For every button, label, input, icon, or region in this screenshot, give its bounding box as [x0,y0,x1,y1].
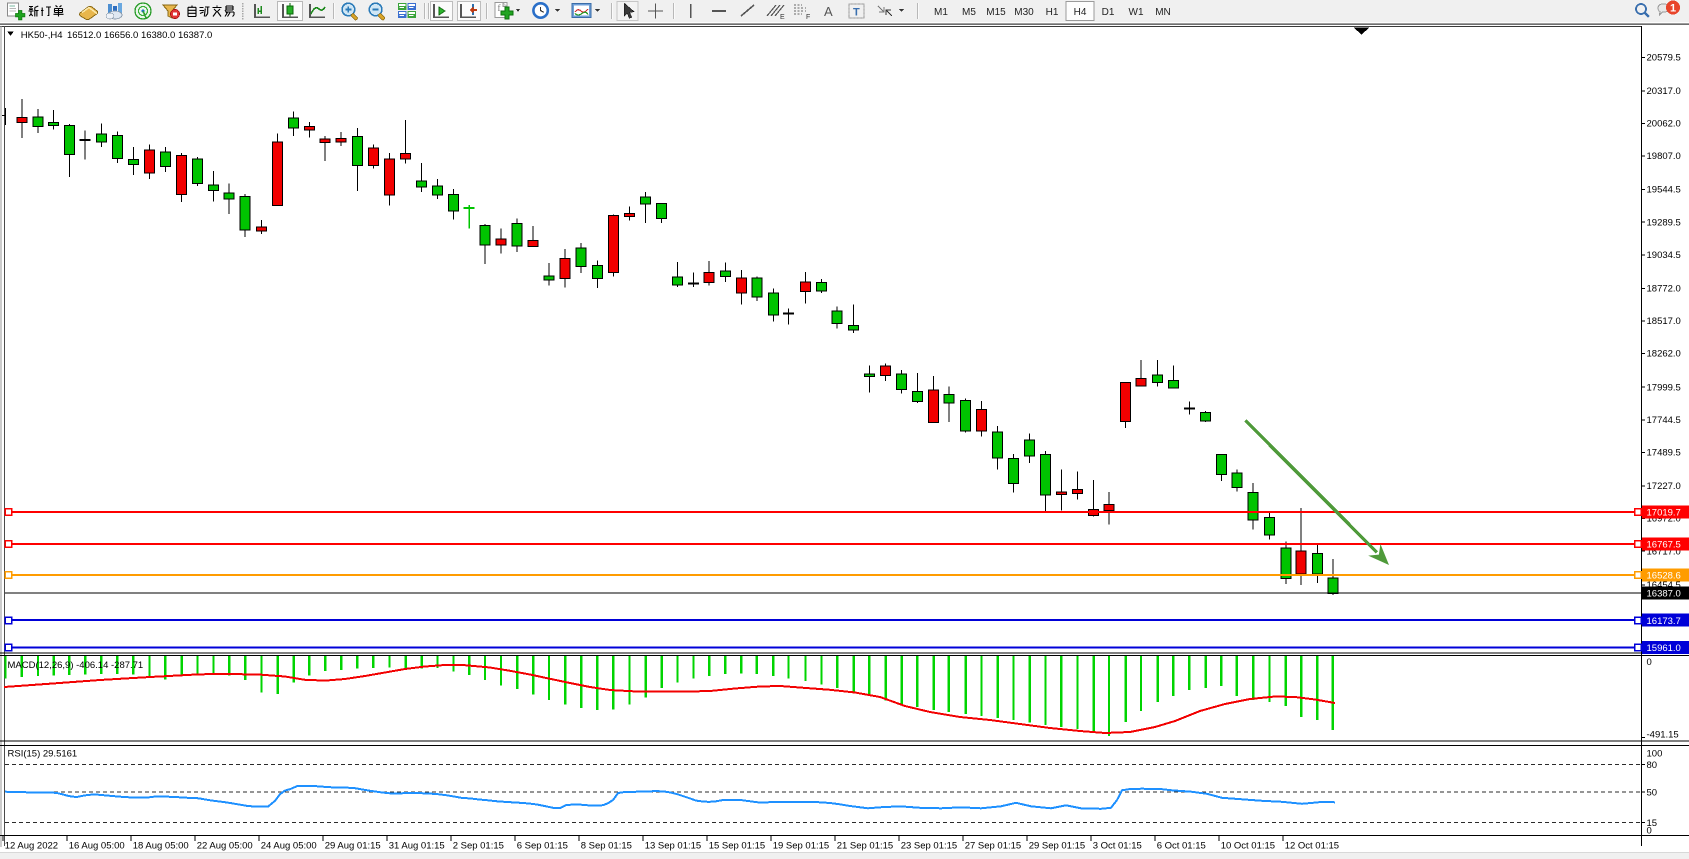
svg-text:16512.0 16656.0 16380.0 16387.: 16512.0 16656.0 16380.0 16387.0 [67,30,212,41]
svg-text:19289.5: 19289.5 [1647,217,1681,228]
svg-text:15: 15 [1647,818,1658,829]
svg-text:29 Aug 01:15: 29 Aug 01:15 [325,841,381,852]
svg-text:17999.5: 17999.5 [1647,382,1681,393]
svg-text:16767.5: 16767.5 [1647,539,1681,550]
svg-text:0: 0 [1647,657,1652,668]
svg-text:17019.7: 17019.7 [1647,508,1681,519]
svg-text:-491.15: -491.15 [1647,730,1679,741]
svg-text:W1: W1 [1129,7,1144,18]
svg-text:f: f [498,3,501,13]
svg-text:M15: M15 [986,7,1006,18]
svg-text:MN: MN [1155,7,1171,18]
svg-text:20579.5: 20579.5 [1647,52,1681,63]
svg-text:50: 50 [1647,787,1658,798]
svg-text:18 Aug 05:00: 18 Aug 05:00 [133,841,189,852]
svg-text:19807.0: 19807.0 [1647,151,1681,162]
svg-text:18772.0: 18772.0 [1647,284,1681,295]
svg-text:T: T [853,7,860,19]
svg-text:16387.0: 16387.0 [1647,589,1681,600]
svg-text:16972.0: 16972.0 [1647,514,1681,525]
svg-text:6 Sep 01:15: 6 Sep 01:15 [517,841,568,852]
svg-text:16173.7: 16173.7 [1647,616,1681,627]
svg-text:19034.5: 19034.5 [1647,250,1681,261]
svg-text:A: A [824,4,833,19]
svg-text:22 Aug 05:00: 22 Aug 05:00 [197,841,253,852]
svg-text:80: 80 [1647,760,1658,771]
svg-text:10 Oct 01:15: 10 Oct 01:15 [1221,841,1275,852]
svg-text:100: 100 [1647,748,1663,759]
svg-text:12 Aug 2022: 12 Aug 2022 [5,841,58,852]
svg-text:16717.0: 16717.0 [1647,546,1681,557]
svg-text:20062.0: 20062.0 [1647,119,1681,130]
svg-text:17744.5: 17744.5 [1647,415,1681,426]
svg-text:17489.5: 17489.5 [1647,448,1681,459]
svg-text:16 Aug 05:00: 16 Aug 05:00 [69,841,125,852]
svg-text:16528.6: 16528.6 [1647,570,1681,581]
svg-text:M5: M5 [962,7,976,18]
svg-text:18262.0: 18262.0 [1647,349,1681,360]
svg-text:0: 0 [1647,826,1652,837]
svg-text:27 Sep 01:15: 27 Sep 01:15 [965,841,1022,852]
svg-text:MACD(12,26,9) -406.14 -287.71: MACD(12,26,9) -406.14 -287.71 [8,660,144,671]
svg-text:31 Aug 01:15: 31 Aug 01:15 [389,841,445,852]
svg-text:8 Sep 01:15: 8 Sep 01:15 [581,841,632,852]
svg-text:15 Sep 01:15: 15 Sep 01:15 [709,841,766,852]
svg-text:21 Sep 01:15: 21 Sep 01:15 [837,841,894,852]
svg-text:H4: H4 [1074,7,1087,18]
svg-text:24 Aug 05:00: 24 Aug 05:00 [261,841,317,852]
svg-text:E: E [780,14,785,21]
svg-text:3 Oct 01:15: 3 Oct 01:15 [1093,841,1142,852]
svg-text:M1: M1 [934,7,948,18]
svg-text:H1: H1 [1046,7,1059,18]
svg-text:29 Sep 01:15: 29 Sep 01:15 [1029,841,1086,852]
svg-text:19544.5: 19544.5 [1647,185,1681,196]
svg-text:D1: D1 [1102,7,1115,18]
svg-text:RSI(15) 29.5161: RSI(15) 29.5161 [8,749,78,760]
svg-text:23 Sep 01:15: 23 Sep 01:15 [901,841,958,852]
svg-text:12 Oct 01:15: 12 Oct 01:15 [1285,841,1339,852]
svg-text:19 Sep 01:15: 19 Sep 01:15 [773,841,830,852]
svg-text:6 Oct 01:15: 6 Oct 01:15 [1157,841,1206,852]
svg-text:15961.0: 15961.0 [1647,643,1681,654]
svg-text:20317.0: 20317.0 [1647,86,1681,97]
svg-text:18517.0: 18517.0 [1647,316,1681,327]
svg-text:HK50-,H4: HK50-,H4 [21,30,63,41]
svg-text:M30: M30 [1014,7,1034,18]
svg-text:17227.0: 17227.0 [1647,481,1681,492]
svg-text:13 Sep 01:15: 13 Sep 01:15 [645,841,702,852]
svg-text:1: 1 [1670,3,1676,15]
svg-text:2 Sep 01:15: 2 Sep 01:15 [453,841,504,852]
svg-text:16454.5: 16454.5 [1647,580,1681,591]
svg-text:F: F [806,14,810,21]
